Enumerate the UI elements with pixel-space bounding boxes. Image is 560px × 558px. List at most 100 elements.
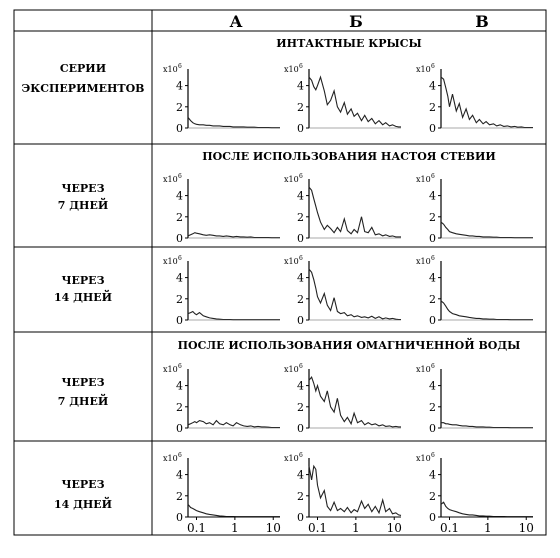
series-line-s0r0-b bbox=[308, 75, 401, 128]
series-line-s0r0-a bbox=[187, 117, 280, 129]
row-label-water-7-line-2: 7 ДНЕЙ bbox=[58, 393, 108, 408]
y-exponent-s2r0-v: 6 bbox=[431, 363, 435, 370]
y-tick-label-s2r0-a: 0 bbox=[176, 422, 183, 435]
y-exponent-s0r0-b: 6 bbox=[299, 63, 303, 70]
column-header-v: В bbox=[475, 12, 489, 31]
row-label-stevia-14-line-2: 14 ДНЕЙ bbox=[54, 289, 112, 304]
y-multiplier-s0r0-a: x10 bbox=[163, 65, 178, 74]
y-multiplier-s2r0-v: x10 bbox=[416, 365, 431, 374]
y-tick-label-s2r0-b: 4 bbox=[297, 380, 304, 393]
y-tick-label-s2r0-b: 2 bbox=[297, 401, 304, 414]
y-tick-label-s1r0-a: 4 bbox=[176, 190, 183, 203]
y-multiplier-s2r1-a: x10 bbox=[163, 454, 178, 463]
y-tick-label-s2r0-b: 0 bbox=[297, 422, 304, 435]
y-exponent-s1r0-v: 6 bbox=[431, 173, 435, 180]
y-multiplier-s1r1-a: x10 bbox=[163, 257, 178, 266]
y-tick-label-s2r1-a: 0 bbox=[176, 511, 183, 524]
y-tick-label-s1r1-b: 0 bbox=[297, 314, 304, 327]
series-line-s0r0-v bbox=[440, 76, 533, 129]
y-tick-label-s2r0-v: 2 bbox=[429, 401, 436, 414]
y-exponent-s2r0-a: 6 bbox=[178, 363, 182, 370]
y-exponent-s1r1-b: 6 bbox=[299, 255, 303, 262]
x-tick-label-s2r1-v: 10 bbox=[519, 521, 534, 535]
series-line-s2r1-a bbox=[187, 503, 280, 518]
column-header-b: Б bbox=[349, 12, 363, 31]
y-multiplier-s1r0-b: x10 bbox=[284, 175, 299, 184]
y-exponent-s2r1-v: 6 bbox=[431, 452, 435, 459]
x-tick-label-s2r1-a: 10 bbox=[266, 521, 281, 535]
y-tick-label-s1r0-b: 2 bbox=[297, 211, 304, 224]
y-tick-label-s0r0-v: 2 bbox=[429, 101, 436, 114]
row-label-water-7-line-1: ЧЕРЕЗ bbox=[61, 376, 104, 389]
y-tick-label-s2r1-v: 0 bbox=[429, 511, 436, 524]
y-tick-label-s1r1-a: 2 bbox=[176, 293, 183, 306]
y-tick-label-s1r0-v: 2 bbox=[429, 211, 436, 224]
y-exponent-s2r0-b: 6 bbox=[299, 363, 303, 370]
y-multiplier-s1r0-a: x10 bbox=[163, 175, 178, 184]
row-header-line-2: ЭКСПЕРИМЕНТОВ bbox=[22, 82, 145, 95]
y-tick-label-s2r0-v: 4 bbox=[429, 380, 436, 393]
y-tick-label-s0r0-a: 0 bbox=[176, 122, 183, 135]
y-tick-label-s1r0-a: 0 bbox=[176, 232, 183, 245]
y-tick-label-s1r0-b: 4 bbox=[297, 190, 304, 203]
x-tick-label-s2r1-a: 0.1 bbox=[187, 521, 206, 535]
x-tick-label-s2r1-b: 10 bbox=[387, 521, 402, 535]
y-tick-label-s2r1-v: 2 bbox=[429, 490, 436, 503]
y-tick-label-s2r1-v: 4 bbox=[429, 469, 436, 482]
series-line-s1r1-a bbox=[187, 310, 280, 321]
y-tick-label-s2r1-b: 4 bbox=[297, 469, 304, 482]
series-line-s2r0-a bbox=[187, 419, 280, 429]
y-tick-label-s0r0-b: 2 bbox=[297, 101, 304, 114]
row-label-stevia-7-line-1: ЧЕРЕЗ bbox=[61, 182, 104, 195]
y-multiplier-s1r1-v: x10 bbox=[416, 257, 431, 266]
y-tick-label-s2r1-a: 2 bbox=[176, 490, 183, 503]
series-line-s2r0-b bbox=[308, 375, 401, 428]
series-line-s1r0-a bbox=[187, 232, 280, 239]
x-tick-label-s2r1-b: 1 bbox=[352, 521, 360, 535]
y-exponent-s1r0-a: 6 bbox=[178, 173, 182, 180]
section-title-magnetized-water: ПОСЛЕ ИСПОЛЬЗОВАНИЯ ОМАГНИЧЕННОЙ ВОДЫ bbox=[178, 337, 521, 352]
y-tick-label-s1r0-b: 0 bbox=[297, 232, 304, 245]
y-tick-label-s1r0-a: 2 bbox=[176, 211, 183, 224]
y-tick-label-s1r1-b: 4 bbox=[297, 272, 304, 285]
y-multiplier-s1r0-v: x10 bbox=[416, 175, 431, 184]
row-header-line-1: СЕРИИ bbox=[60, 62, 106, 75]
series-line-s1r0-v bbox=[440, 221, 533, 239]
row-label-stevia-7-line-2: 7 ДНЕЙ bbox=[58, 197, 108, 212]
y-tick-label-s0r0-b: 4 bbox=[297, 80, 304, 93]
y-exponent-s1r1-v: 6 bbox=[431, 255, 435, 262]
series-line-s2r0-v bbox=[441, 422, 533, 429]
x-tick-label-s2r1-a: 1 bbox=[231, 521, 239, 535]
y-exponent-s0r0-a: 6 bbox=[178, 63, 182, 70]
series-line-s2r1-v bbox=[440, 501, 533, 518]
y-multiplier-s2r0-a: x10 bbox=[163, 365, 178, 374]
x-tick-label-s2r1-v: 1 bbox=[484, 521, 492, 535]
y-exponent-s1r1-a: 6 bbox=[178, 255, 182, 262]
y-tick-label-s2r0-v: 0 bbox=[429, 422, 436, 435]
row-label-stevia-14-line-1: ЧЕРЕЗ bbox=[61, 274, 104, 287]
series-line-s1r0-b bbox=[308, 186, 401, 238]
y-tick-label-s1r0-v: 0 bbox=[429, 232, 436, 245]
column-header-a: А bbox=[229, 12, 242, 31]
y-tick-label-s1r1-v: 2 bbox=[429, 293, 436, 306]
y-exponent-s0r0-v: 6 bbox=[431, 63, 435, 70]
y-tick-label-s2r1-b: 0 bbox=[297, 511, 304, 524]
y-tick-label-s2r0-a: 4 bbox=[176, 380, 183, 393]
y-multiplier-s1r1-b: x10 bbox=[284, 257, 299, 266]
y-exponent-s2r1-b: 6 bbox=[299, 452, 303, 459]
y-multiplier-s2r1-v: x10 bbox=[416, 454, 431, 463]
y-tick-label-s0r0-b: 0 bbox=[297, 122, 304, 135]
x-tick-label-s2r1-v: 0.1 bbox=[440, 521, 459, 535]
section-title-stevia: ПОСЛЕ ИСПОЛЬЗОВАНИЯ НАСТОЯ СТЕВИИ bbox=[202, 150, 496, 163]
y-tick-label-s0r0-v: 0 bbox=[429, 122, 436, 135]
row-label-water-14-line-2: 14 ДНЕЙ bbox=[54, 496, 112, 511]
y-tick-label-s1r1-b: 2 bbox=[297, 293, 304, 306]
x-tick-label-s2r1-b: 0.1 bbox=[308, 521, 327, 535]
y-multiplier-s2r1-b: x10 bbox=[284, 454, 299, 463]
series-line-s1r1-b bbox=[308, 268, 401, 321]
section-title-intact: ИНТАКТНЫЕ КРЫСЫ bbox=[276, 37, 421, 50]
series-line-s1r1-v bbox=[440, 300, 533, 321]
y-tick-label-s1r1-a: 4 bbox=[176, 272, 183, 285]
